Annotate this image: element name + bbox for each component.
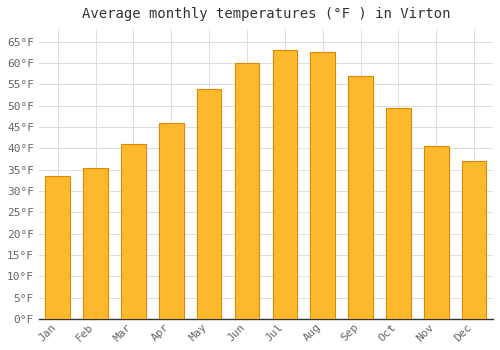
Bar (121, 144, 146, 319)
Bar (159, 123, 184, 319)
Bar (84, 168, 108, 319)
Bar (348, 76, 373, 319)
Bar (424, 146, 448, 319)
Bar (46, 176, 70, 319)
Bar (272, 50, 297, 319)
Bar (386, 108, 410, 319)
Bar (234, 63, 260, 319)
Bar (462, 161, 486, 319)
Bar (197, 89, 222, 319)
Bar (310, 52, 335, 319)
Title: Average monthly temperatures (°F ) in Virton: Average monthly temperatures (°F ) in Vi… (82, 7, 450, 21)
